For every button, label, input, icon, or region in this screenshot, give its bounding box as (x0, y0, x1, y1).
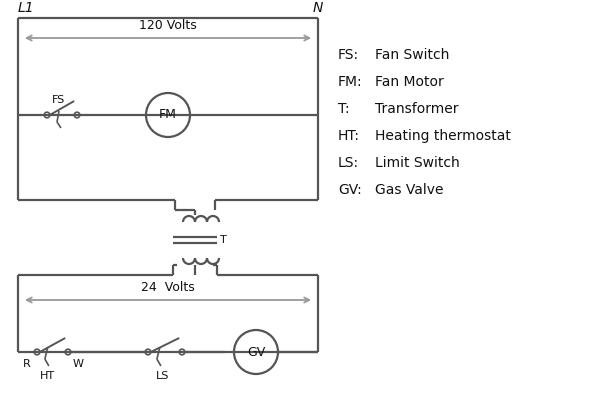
Text: Gas Valve: Gas Valve (375, 183, 444, 197)
Text: T: T (220, 235, 227, 245)
Text: LS:: LS: (338, 156, 359, 170)
Text: HT:: HT: (338, 129, 360, 143)
Text: 24  Volts: 24 Volts (141, 281, 195, 294)
Text: GV:: GV: (338, 183, 362, 197)
Text: GV: GV (247, 346, 265, 358)
Text: LS: LS (156, 371, 170, 381)
Text: FM:: FM: (338, 75, 363, 89)
Text: L1: L1 (18, 1, 35, 15)
Text: Limit Switch: Limit Switch (375, 156, 460, 170)
Text: Fan Switch: Fan Switch (375, 48, 450, 62)
Text: 120 Volts: 120 Volts (139, 19, 197, 32)
Text: HT: HT (40, 371, 54, 381)
Text: Heating thermostat: Heating thermostat (375, 129, 511, 143)
Text: Transformer: Transformer (375, 102, 458, 116)
Text: FS: FS (52, 95, 65, 105)
Text: Fan Motor: Fan Motor (375, 75, 444, 89)
Text: W: W (73, 359, 84, 369)
Text: R: R (23, 359, 31, 369)
Text: FM: FM (159, 108, 177, 122)
Text: T:: T: (338, 102, 350, 116)
Text: FS:: FS: (338, 48, 359, 62)
Text: N: N (313, 1, 323, 15)
